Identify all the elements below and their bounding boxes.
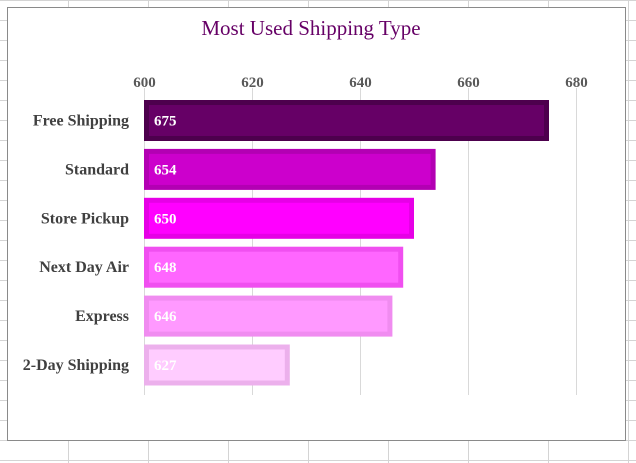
- data-label: 650: [154, 211, 177, 227]
- x-tick-label: 620: [241, 75, 264, 91]
- bar-fill: [149, 251, 399, 283]
- bars: 675 654 650 648 646 627: [144, 100, 549, 386]
- x-tick-label: 600: [133, 75, 156, 91]
- bar-fill: [149, 202, 409, 234]
- x-tick-label: 680: [565, 75, 588, 91]
- category-label: Next Day Air: [39, 259, 129, 276]
- bar-fill: [149, 349, 285, 381]
- data-label: 648: [154, 260, 177, 276]
- category-label: Express: [75, 308, 129, 325]
- value-axis: 600 620 640 660 680: [133, 75, 588, 91]
- chart-title: Most Used Shipping Type: [201, 16, 420, 40]
- bar-fill: [149, 153, 431, 185]
- x-tick-label: 640: [349, 75, 372, 91]
- category-label: Standard: [65, 161, 129, 178]
- category-label: Free Shipping: [33, 113, 129, 130]
- category-axis: Free Shipping Standard Store Pickup Next Da…: [23, 113, 129, 375]
- chart-area[interactable]: Most Used Shipping Type 600 620 640 660 680 …: [7, 7, 626, 441]
- data-label: 646: [154, 309, 177, 325]
- data-label: 675: [154, 114, 177, 130]
- bar-fill: [149, 300, 388, 332]
- category-label: Store Pickup: [41, 210, 129, 227]
- bar-chart: Most Used Shipping Type 600 620 640 660 680 …: [23, 16, 588, 395]
- x-tick-label: 660: [457, 75, 480, 91]
- data-label: 627: [154, 358, 177, 374]
- bar-fill: [149, 105, 544, 136]
- data-label: 654: [154, 162, 177, 178]
- category-label: 2-Day Shipping: [23, 357, 129, 374]
